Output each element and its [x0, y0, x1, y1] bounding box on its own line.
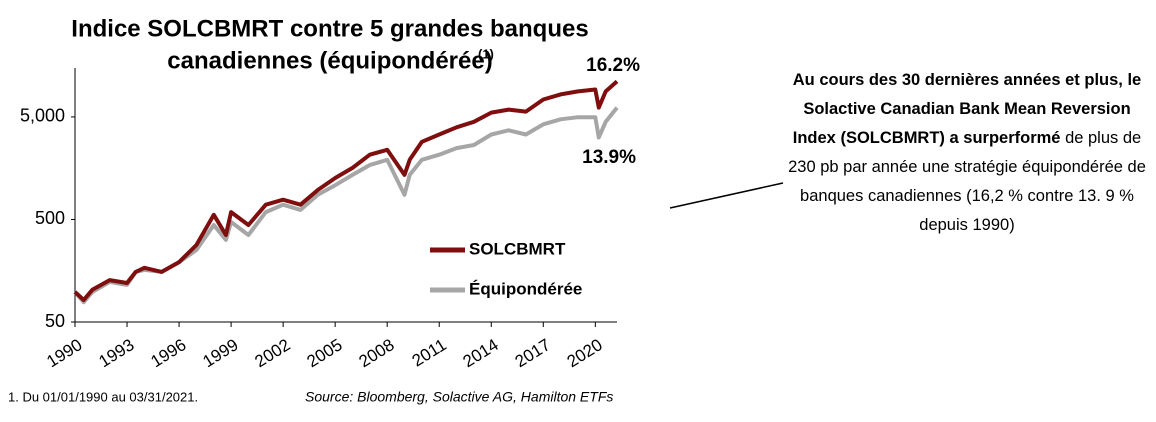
- chart-title: Indice SOLCBMRT contre 5 grandes banques: [71, 15, 588, 42]
- x-tick-label: 2002: [251, 335, 293, 371]
- x-tick-label: 1993: [95, 335, 137, 371]
- x-tick-label: 2017: [512, 335, 554, 371]
- chart-title: canadiennes (équipondérée): [167, 47, 492, 74]
- x-tick-label: 2005: [304, 335, 346, 371]
- y-tick-label: 5,000: [20, 106, 65, 126]
- y-tick-label: 50: [45, 311, 65, 331]
- x-tick-label: 1999: [199, 335, 241, 371]
- x-tick-label: 1990: [43, 335, 85, 371]
- legend-label: SOLCBMRT: [469, 239, 566, 258]
- x-tick-label: 2014: [460, 335, 502, 371]
- source: Source: Bloomberg, Solactive AG, Hamilto…: [305, 389, 613, 405]
- side-text-segment: surperformé: [963, 129, 1061, 147]
- side-text-segment: Au cours des 30 dernières années et plus…: [792, 71, 1142, 147]
- series-line: [73, 106, 619, 305]
- side-text-segment: de plus de 230 pb par année une stratégi…: [788, 129, 1146, 234]
- annotation: 16.2%: [586, 55, 640, 76]
- connector: [669, 182, 784, 209]
- title-note: (1): [478, 46, 494, 61]
- annotation: 13.9%: [582, 147, 636, 168]
- y-tick-label: 500: [35, 208, 65, 228]
- legend-label: Équipondérée: [469, 279, 582, 298]
- side-text: Au cours des 30 dernières années et plus…: [782, 66, 1152, 240]
- x-tick-label: 2011: [409, 335, 450, 370]
- x-tick-label: 2008: [356, 335, 398, 371]
- x-tick-label: 1996: [147, 335, 189, 371]
- footnote: 1. Du 01/01/1990 au 03/31/2021.: [8, 389, 198, 404]
- series-line: [73, 79, 619, 302]
- x-tick-label: 2020: [564, 335, 606, 371]
